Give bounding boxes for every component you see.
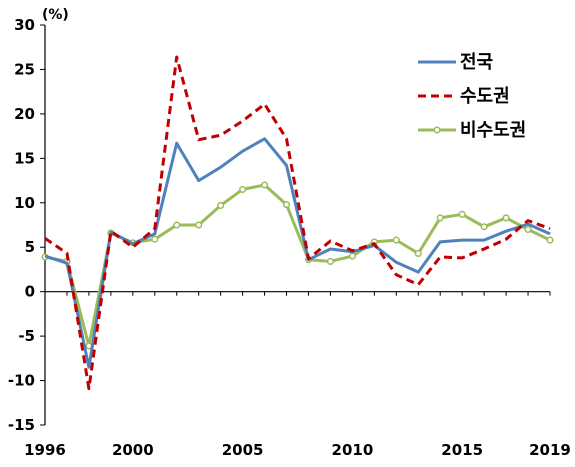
- legend-item: 비수도권: [418, 120, 526, 141]
- data-point: [480, 223, 488, 231]
- data-point: [261, 181, 269, 189]
- x-tick-label: 1996: [24, 441, 66, 459]
- y-tick-label: -15: [8, 416, 35, 434]
- data-point: [151, 235, 159, 243]
- data-point: [195, 221, 203, 229]
- x-tick-label: 2019: [529, 441, 571, 459]
- data-point: [326, 257, 334, 265]
- series-line: [44, 137, 551, 369]
- y-tick-label: 5: [25, 238, 35, 256]
- legend-item: 수도권: [418, 86, 510, 107]
- series-1: [44, 137, 551, 369]
- legend-label: 비수도권: [460, 120, 526, 141]
- data-point: [414, 249, 422, 257]
- data-point: [217, 201, 225, 209]
- legend-label: 전국: [460, 52, 493, 73]
- data-point: [502, 214, 510, 222]
- legend-marker: [433, 126, 441, 134]
- legend-item: 전국: [418, 52, 493, 73]
- axes: [40, 24, 551, 426]
- y-tick-label: -10: [8, 372, 35, 390]
- data-point: [392, 236, 400, 244]
- x-tick-label: 2000: [112, 441, 154, 459]
- data-point: [546, 236, 554, 244]
- y-tick-label: 0: [25, 283, 35, 301]
- y-tick-label: 25: [14, 60, 35, 78]
- y-tick-labels: -15 -10 -5 0 5 10 15 20 25 30: [8, 16, 35, 434]
- data-point: [282, 201, 291, 209]
- series-lines: [41, 55, 554, 391]
- series-2: [44, 55, 551, 391]
- y-tick-label: 15: [14, 149, 35, 167]
- y-tick-label: 10: [14, 194, 35, 212]
- unit-label: (%): [42, 7, 69, 23]
- data-point: [239, 185, 247, 193]
- x-tick-label: 2010: [332, 441, 374, 459]
- data-point: [436, 214, 444, 222]
- y-tick-label: -5: [18, 327, 35, 345]
- x-tick-labels: 1996 2000 2005 2010 2015 2019: [24, 441, 571, 459]
- data-point: [458, 210, 466, 218]
- data-point: [173, 221, 181, 229]
- data-point: [524, 225, 532, 233]
- x-tick-label: 2005: [222, 441, 264, 459]
- x-tick-label: 2015: [441, 441, 483, 459]
- y-tick-label: 20: [14, 105, 35, 123]
- legend-label: 수도권: [460, 86, 510, 107]
- series-line: [44, 55, 551, 391]
- data-point: [348, 252, 356, 260]
- y-tick-label: 30: [14, 16, 35, 34]
